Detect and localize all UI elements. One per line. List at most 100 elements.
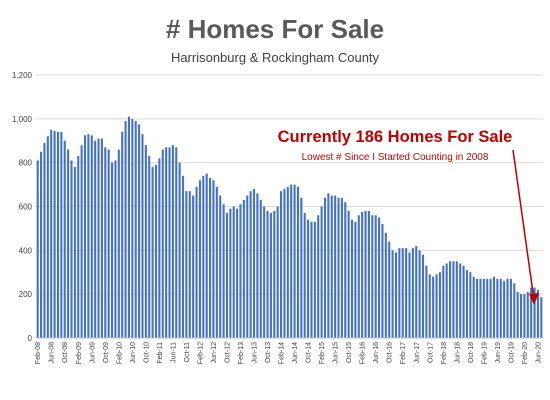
bar: [516, 291, 519, 338]
bar: [300, 197, 303, 338]
bar: [337, 197, 340, 338]
bar: [198, 180, 201, 338]
bar: [411, 248, 414, 338]
x-tick-label: Oct-11: [184, 342, 191, 363]
bar: [138, 124, 141, 338]
x-tick-label: Jun-16: [373, 342, 380, 364]
bar: [188, 191, 191, 338]
bar: [530, 287, 533, 338]
x-tick-label: Oct-18: [468, 342, 475, 363]
y-tick-label: 1,000: [12, 115, 33, 124]
bar: [107, 149, 110, 338]
bar: [178, 162, 181, 338]
bar: [94, 140, 97, 338]
x-tick-label: Jun-09: [89, 342, 96, 364]
bar: [391, 250, 394, 338]
bar: [131, 118, 134, 338]
bar: [50, 129, 53, 338]
bar: [60, 131, 63, 338]
bar: [185, 191, 188, 338]
bar: [276, 206, 279, 338]
bar: [205, 173, 208, 339]
y-tick-label: 0: [28, 334, 33, 343]
bar: [286, 186, 289, 338]
bar: [46, 136, 49, 338]
x-tick-label: Oct-19: [508, 342, 515, 363]
x-tick-label: Oct-14: [306, 342, 313, 363]
x-tick-label: Jun-15: [333, 342, 340, 364]
bar: [141, 134, 144, 338]
bar: [428, 274, 431, 338]
x-tick-label: Feb-15: [319, 342, 326, 364]
bar: [40, 151, 43, 338]
x-tick-label: Jun-12: [211, 342, 218, 364]
x-tick-label: Feb-18: [441, 342, 448, 364]
x-tick-label: Jun-19: [495, 342, 502, 364]
bar: [43, 142, 46, 338]
bar: [195, 186, 198, 338]
x-tick-label: Jun-17: [414, 342, 421, 364]
bar: [425, 265, 428, 338]
bar: [350, 219, 354, 338]
bar: [465, 270, 468, 338]
x-tick-label: Oct-13: [265, 342, 272, 363]
bar: [53, 130, 56, 338]
bar: [215, 186, 218, 338]
bar: [114, 160, 117, 338]
bar: [519, 294, 523, 338]
bar: [229, 208, 232, 338]
y-tick-label: 200: [19, 290, 33, 299]
bar: [476, 278, 479, 338]
bar: [212, 180, 215, 338]
bar: [486, 278, 489, 338]
bar: [290, 184, 293, 338]
bar: [449, 261, 452, 338]
x-tick-label: Oct-08: [62, 342, 69, 363]
bar: [378, 217, 381, 338]
x-tick-label: Jun-08: [49, 342, 56, 364]
bar: [181, 175, 185, 338]
bar: [134, 121, 137, 338]
bar: [151, 167, 154, 338]
bar: [273, 210, 276, 338]
x-tick-label: Feb-09: [76, 342, 83, 364]
bar: [171, 145, 174, 338]
bar: [442, 265, 445, 338]
bar: [266, 210, 269, 338]
bar: [374, 215, 377, 338]
x-tick-label: Jun-18: [454, 342, 461, 364]
y-tick-label: 400: [19, 246, 33, 255]
bar: [394, 252, 398, 338]
bar: [408, 252, 411, 338]
y-tick-label: 1,200: [12, 71, 33, 80]
bar: [222, 204, 225, 338]
bar: [445, 263, 448, 338]
bar: [347, 210, 350, 338]
bar: [87, 134, 90, 338]
annotation-arrow: [512, 149, 539, 305]
bar: [469, 272, 472, 338]
x-axis: Feb-08 Jun-08 Oct-08 Feb-09 Jun-09 Oct-09 Feb-…: [35, 337, 543, 364]
x-tick-label: Oct-16: [387, 342, 394, 363]
bar: [415, 245, 418, 338]
bar: [354, 221, 357, 338]
bar: [509, 278, 512, 338]
bar: [489, 278, 492, 338]
x-tick-label: Jun-11: [170, 342, 177, 363]
bar: [323, 197, 327, 338]
bar: [344, 202, 347, 338]
bar: [144, 145, 147, 338]
x-tick-label: Feb-14: [279, 342, 286, 364]
bar: [513, 283, 516, 338]
bar: [239, 204, 242, 338]
gridlines: [36, 74, 543, 339]
x-tick-label: Jun-20: [535, 342, 542, 364]
bar: [496, 278, 499, 338]
bar: [36, 160, 39, 338]
bar: [418, 250, 421, 338]
bar: [499, 278, 502, 338]
x-tick-label: Jun-10: [130, 342, 137, 364]
y-axis: 0 200 400 600 800 1,000 1,200: [12, 71, 33, 343]
bar: [192, 195, 195, 338]
y-tick-label: 600: [19, 203, 33, 212]
